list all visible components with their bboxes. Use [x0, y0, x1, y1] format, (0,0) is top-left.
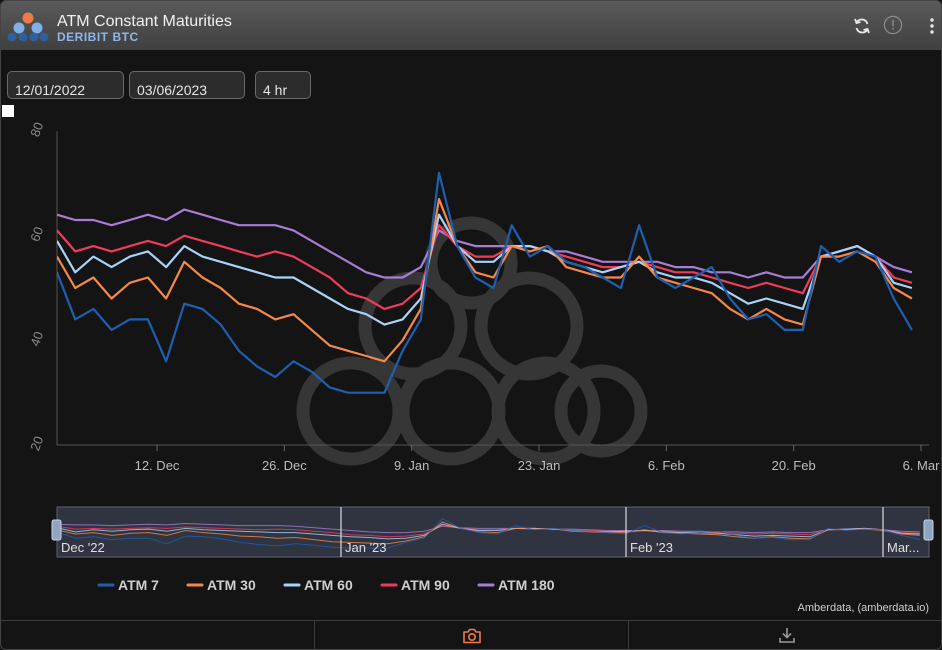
widget-title: ATM Constant Maturities — [57, 13, 232, 30]
series-line-atm-180[interactable] — [57, 208, 913, 279]
legend-item-atm-30[interactable]: ATM 30 — [186, 577, 256, 593]
series-lines — [57, 171, 913, 394]
asset-label: BTC — [112, 30, 139, 44]
y-axis: 20 40 60 80 — [27, 120, 46, 453]
navigator-line-atm-180 — [57, 522, 920, 534]
plot-grid — [56, 131, 929, 446]
x-tick-label: 9. Jan — [394, 458, 429, 473]
x-tick-label: 6. Feb — [648, 458, 685, 473]
legend-label: ATM 30 — [207, 577, 256, 593]
y-tick-label: 60 — [27, 225, 46, 244]
navigator-left-handle[interactable] — [51, 519, 62, 541]
legend-item-atm-90[interactable]: ATM 90 — [380, 577, 450, 593]
navigator-label: Mar... — [887, 540, 920, 555]
start-date-input[interactable]: 12/01/2022 — [7, 71, 124, 99]
chart-svg: 20 40 60 80 12. Dec 26. Dec 9. Jan 23. Jan 6. F… — [27, 120, 940, 593]
navigator-line-atm-60 — [57, 523, 920, 540]
navigator-line-atm-30 — [57, 521, 920, 545]
widget-header: ATM Constant Maturities DERIBIT BTC — [1, 1, 941, 50]
x-tick-label: 23. Jan — [518, 458, 561, 473]
y-tick-label: 80 — [27, 120, 46, 139]
legend-label: ATM 90 — [401, 577, 450, 593]
camera-icon — [463, 628, 481, 644]
navigator-line-atm-7 — [57, 517, 920, 549]
navigator[interactable]: Dec '22 Jan '23 Feb '23 Mar... — [51, 506, 934, 558]
navigator-labels: Dec '22 Jan '23 Feb '23 Mar... — [61, 507, 920, 557]
refresh-icon[interactable] — [852, 16, 872, 36]
x-tick-label: 6. Mar — [903, 458, 941, 473]
exchange-label: DERIBIT — [57, 30, 109, 44]
chart-controls: 12/01/2022 03/06/2023 4 hr — [1, 51, 941, 111]
credit-text[interactable]: Amberdata, (amberdata.io) — [797, 602, 929, 614]
x-tick-label: 12. Dec — [135, 458, 180, 473]
end-date-input[interactable]: 03/06/2023 — [129, 71, 245, 99]
watermark-logo — [296, 216, 648, 466]
series-line-atm-7[interactable] — [57, 171, 913, 394]
legend-item-atm-180[interactable]: ATM 180 — [477, 577, 555, 593]
navigator-right-handle[interactable] — [923, 519, 934, 541]
navigator-label: Jan '23 — [345, 540, 387, 555]
chart-toggle-square[interactable] — [2, 105, 14, 117]
y-tick-label: 20 — [27, 434, 46, 453]
download-icon — [779, 628, 795, 643]
footer-cell-empty — [1, 621, 315, 649]
logo-icon — [7, 12, 49, 42]
navigator-label: Feb '23 — [630, 540, 673, 555]
footer-toolbar — [1, 620, 941, 649]
legend-item-atm-7[interactable]: ATM 7 — [97, 577, 159, 593]
legend-label: ATM 180 — [498, 577, 555, 593]
widget-subtitle: DERIBIT BTC — [57, 30, 143, 44]
series-line-atm-90[interactable] — [57, 224, 913, 310]
interval-select[interactable]: 4 hr — [255, 71, 311, 99]
more-icon[interactable] — [922, 16, 942, 36]
legend-label: ATM 60 — [304, 577, 353, 593]
screenshot-button[interactable] — [315, 621, 629, 649]
navigator-line-atm-90 — [57, 525, 920, 538]
series-line-atm-30[interactable] — [57, 197, 913, 363]
navigator-series — [57, 517, 920, 549]
legend-item-atm-60[interactable]: ATM 60 — [283, 577, 353, 593]
navigator-label: Dec '22 — [61, 540, 105, 555]
download-button[interactable] — [629, 621, 941, 649]
y-tick-label: 40 — [27, 329, 46, 348]
x-tick-label: 20. Feb — [772, 458, 816, 473]
x-axis: 12. Dec 26. Dec 9. Jan 23. Jan 6. Feb 20. Feb… — [135, 445, 940, 473]
chart-legend: ATM 7 ATM 30 ATM 60 ATM 90 ATM 180 — [97, 577, 555, 593]
series-line-atm-60[interactable] — [57, 213, 913, 326]
info-icon[interactable] — [883, 15, 903, 35]
x-tick-label: 26. Dec — [262, 458, 307, 473]
legend-label: ATM 7 — [118, 577, 159, 593]
